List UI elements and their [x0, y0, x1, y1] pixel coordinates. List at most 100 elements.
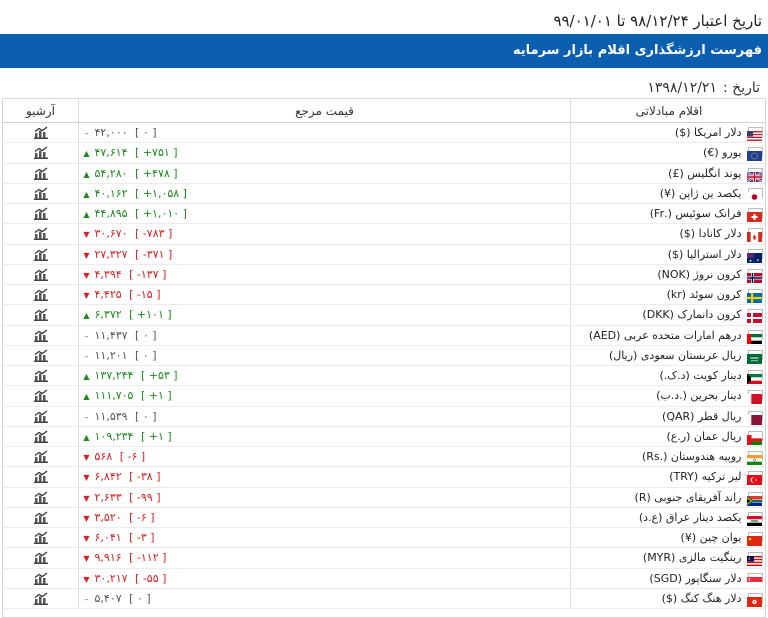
chart-icon[interactable] — [33, 187, 48, 200]
item-name: درهم امارات متحده عربی (AED) — [588, 328, 742, 342]
table-row: ▼ ۳۰,۶۷۰ [ -۷۸۳ ] دلار کانادا ($) — [3, 224, 765, 245]
chart-icon[interactable] — [33, 450, 48, 463]
table-row: ▲ ۶,۳۷۲ [ +۱۰۱ ] کرون دانمارک (DKK) — [3, 305, 765, 326]
item-display: یورو (€) — [703, 143, 763, 163]
item-name: دلار استرالیا ($) — [667, 247, 742, 261]
item-name: یکصد ین ژاپن (¥) — [659, 186, 742, 200]
item-display: ریال قطر (QAR) — [662, 407, 763, 427]
table-row: ▼ ۹,۹۱۶ [ -۱۱۲ ] رینگیت مالزی (MYR) — [3, 548, 765, 569]
archive-cell — [3, 406, 79, 426]
price-display: ▲ ۴۰,۱۶۲ [ +۱,۰۵۸ ] — [82, 184, 187, 204]
flag-kw-icon — [747, 370, 763, 385]
item-cell: روپیه هندوستان (.Rs) — [571, 447, 765, 466]
chart-icon[interactable] — [33, 268, 48, 281]
archive-cell — [3, 487, 79, 507]
chart-icon[interactable] — [33, 572, 48, 585]
price-change: [ ۰ ] — [135, 409, 157, 423]
price-value: ۱۱,۵۳۹ — [94, 409, 128, 423]
item-display: یوان چین (¥) — [681, 528, 763, 548]
chart-icon[interactable] — [33, 349, 48, 362]
item-display: پوند انگلیس (£) — [668, 164, 763, 184]
trend-down-icon: ▼ — [83, 554, 90, 564]
chart-icon[interactable] — [33, 592, 48, 605]
item-name: یکصد دینار عراق (ع.د) — [638, 510, 742, 524]
chart-icon[interactable] — [33, 410, 48, 423]
price-cell: ▲ ۵۴,۲۸۰ [ +۴۷۸ ] — [79, 163, 571, 184]
price-display: ▲ ۵۴,۲۸۰ [ +۴۷۸ ] — [82, 164, 177, 184]
item-name: فرانک سوئیس (.Fr) — [649, 207, 742, 220]
price-display: – ۱۱,۵۳۹ [ ۰ ] — [82, 407, 157, 427]
item-name: دلار کانادا ($) — [679, 227, 742, 241]
chart-icon[interactable] — [33, 491, 48, 504]
table-row: ▲ ۴۷,۶۱۴ [ +۷۵۱ ] یورو (€) — [3, 143, 765, 164]
chart-icon[interactable] — [33, 470, 48, 484]
table-body: – ۴۲,۰۰۰ [ ۰ ] دلار امریکا ($) ▲ ۴۷,۶۱۴ … — [3, 123, 765, 617]
item-cell: دلار کانادا ($) — [571, 224, 765, 243]
price-change: [ -۵۵ ] — [135, 571, 167, 585]
item-cell: کرون سوئد (kr) — [571, 285, 765, 304]
chart-icon[interactable] — [33, 308, 48, 322]
item-display: یکصد دینار عراق (ع.د) — [639, 508, 763, 528]
item-cell: دلار امریکا ($) — [571, 123, 765, 142]
price-change: [ -۶ ] — [129, 510, 155, 524]
chart-icon[interactable] — [33, 389, 48, 403]
table-row: – ۵,۴۰۷ [ ۰ ] دلار هنگ کنگ ($) — [3, 588, 765, 609]
archive-cell — [3, 204, 79, 224]
trend-flat-icon: – — [84, 351, 89, 361]
item-cell: یورو (€) — [571, 143, 765, 163]
price-change: [ -۱۵ ] — [129, 288, 161, 301]
item-cell: راند آفریقای جنوبی (R) — [571, 488, 765, 507]
archive-cell — [3, 123, 79, 143]
table-row: ▲ ۱۱۱,۷۰۵ [ +۱ ] دینار بحرین (.د.ب) — [3, 386, 765, 407]
flag-ae-icon — [747, 329, 763, 344]
chart-icon[interactable] — [33, 551, 48, 565]
chart-icon[interactable] — [33, 167, 48, 180]
chart-icon[interactable] — [33, 126, 48, 139]
table-row: ▲ ۴۰,۱۶۲ [ +۱,۰۵۸ ] یکصد ین ژاپن (¥) — [3, 183, 765, 204]
chart-icon[interactable] — [33, 430, 48, 443]
price-value: ۴,۳۹۴ — [94, 267, 122, 281]
trend-flat-icon: – — [84, 412, 89, 422]
chart-icon[interactable] — [33, 146, 48, 160]
price-display: – ۵,۴۰۷ [ ۰ ] — [82, 589, 151, 609]
price-change: [ -۳ ] — [129, 531, 155, 544]
table-row: – ۱۱,۴۳۷ [ ۰ ] درهم امارات متحده عربی (A… — [3, 325, 765, 346]
item-cell: فرانک سوئیس (.Fr) — [571, 204, 765, 223]
chart-icon[interactable] — [33, 227, 48, 241]
flag-za-icon — [747, 491, 763, 506]
item-name: یورو (€) — [703, 146, 742, 160]
item-cell: یوان چین (¥) — [571, 528, 765, 548]
table-row: ▼ ۶,۸۴۲ [ -۳۸ ] لیر ترکیه (TRY) — [3, 467, 765, 488]
item-cell: یکصد ین ژاپن (¥) — [571, 184, 765, 203]
table-row: – ۱۱,۲۰۱ [ ۰ ] ریال عربستان سعودی (ریال) — [3, 345, 765, 366]
chart-icon[interactable] — [33, 511, 48, 524]
chart-icon[interactable] — [33, 369, 48, 382]
price-display: ▲ ۱۳۷,۲۴۴ [ +۵۳ ] — [82, 366, 177, 386]
chart-icon[interactable] — [33, 329, 48, 342]
price-change: [ +۷۵۱ ] — [135, 146, 178, 160]
archive-column-header: آرشیو — [3, 99, 79, 122]
flag-dk-icon — [747, 309, 763, 324]
item-cell: یکصد دینار عراق (ع.د) — [571, 508, 765, 528]
chart-icon[interactable] — [33, 248, 48, 261]
archive-cell — [3, 568, 79, 588]
price-value: ۶,۰۴۱ — [94, 531, 122, 544]
price-value: ۳,۵۲۰ — [94, 510, 122, 524]
price-change: [ ۰ ] — [135, 328, 157, 342]
item-cell: کرون دانمارک (DKK) — [571, 305, 765, 324]
flag-sa-icon — [747, 349, 763, 364]
table-row: ▲ ۱۳۷,۲۴۴ [ +۵۳ ] دینار کویت (د.ک.) — [3, 366, 765, 387]
price-display: ▼ ۵۶۸ [ -۶ ] — [82, 447, 145, 467]
table-row: ▼ ۵۶۸ [ -۶ ] روپیه هندوستان (.Rs) — [3, 447, 765, 468]
flag-gb-icon — [746, 167, 763, 183]
chart-icon[interactable] — [33, 531, 48, 544]
archive-cell — [3, 507, 79, 527]
item-cell: دلار هنگ کنگ ($) — [571, 589, 765, 608]
chart-icon[interactable] — [33, 207, 48, 220]
chart-icon[interactable] — [33, 288, 48, 301]
price-display: ▼ ۳۰,۶۷۰ [ -۷۸۳ ] — [82, 224, 172, 244]
price-value: ۱۱۱,۷۰۵ — [94, 389, 134, 403]
trend-up-icon: ▲ — [83, 210, 90, 219]
price-cell: ▼ ۵۶۸ [ -۶ ] — [79, 447, 571, 467]
price-change: [ -۳۷۱ ] — [135, 247, 173, 261]
